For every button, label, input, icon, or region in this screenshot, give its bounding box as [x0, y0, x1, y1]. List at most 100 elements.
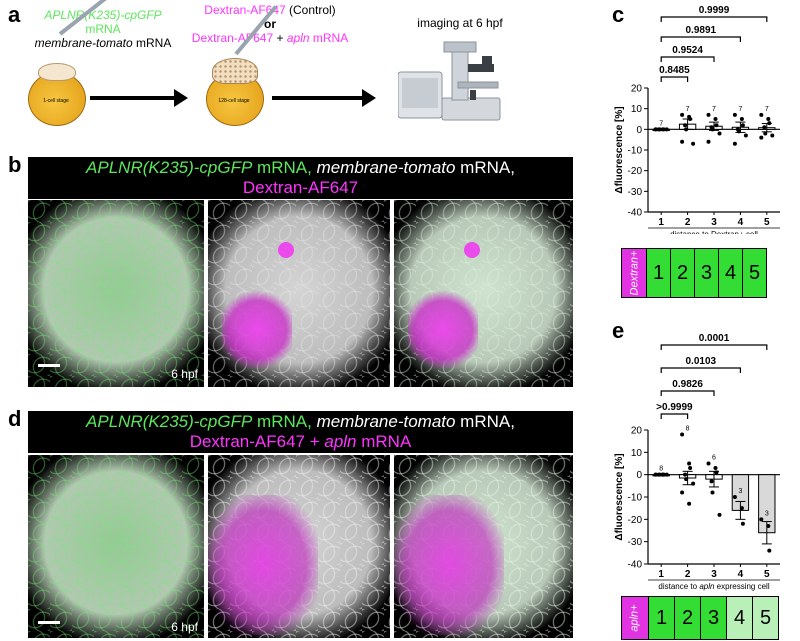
key-e-cell-label: 4 — [733, 606, 746, 629]
n-label: 7 — [738, 106, 742, 113]
key-c-cell-label: 5 — [748, 261, 761, 284]
b-banner-green: APLNR(K235)-cpGFP — [86, 158, 253, 177]
p-value-label: 0.8485 — [659, 65, 690, 76]
p-value-label: 0.0001 — [699, 333, 730, 344]
data-point — [710, 490, 715, 495]
data-point — [743, 133, 748, 138]
panel-e-letter: e — [612, 318, 625, 343]
data-point — [717, 512, 722, 517]
inj-line1-a: Dextran-AF647 — [204, 3, 286, 17]
one-cell-blastodisc — [38, 63, 76, 81]
data-point — [657, 472, 662, 477]
data-point — [706, 461, 711, 466]
key-e-cell-label: 3 — [707, 606, 720, 629]
key-e-cell-2: 2 — [675, 597, 701, 639]
scale-bar — [38, 364, 60, 367]
p-value-label: 0.0103 — [686, 356, 717, 367]
key-e-cell-1: 1 — [649, 597, 675, 639]
arrow-1 — [90, 96, 176, 100]
y-axis-label: Δfluorescence [%] — [614, 453, 625, 540]
comparison-bracket — [660, 16, 768, 22]
p-value-label: 0.9999 — [699, 5, 730, 16]
n-label: 8 — [659, 466, 663, 473]
data-point — [664, 127, 669, 132]
data-point — [684, 477, 689, 482]
comparison-bracket — [660, 344, 768, 350]
data-point — [709, 479, 714, 484]
key-e-cell-label: 5 — [759, 606, 772, 629]
data-point — [759, 135, 764, 140]
data-point — [740, 123, 745, 128]
mrna-line1-italic: APLNR(K235)-cpGFP — [44, 8, 162, 22]
key-c-cell-label: 2 — [676, 261, 689, 284]
data-point — [691, 141, 696, 146]
x-tick-label: 2 — [685, 569, 691, 580]
data-point — [683, 123, 688, 128]
data-point — [713, 465, 718, 470]
comparison-bracket — [660, 76, 689, 82]
key-c-origin: Dextran+ — [622, 249, 647, 297]
x-tick-label: 4 — [738, 217, 744, 228]
n-label: 6 — [712, 455, 716, 462]
panel-b-letter: b — [8, 152, 22, 177]
panel-b-gray-magenta-image — [208, 200, 390, 387]
data-point — [684, 127, 689, 132]
y-tick-label: -30 — [628, 537, 643, 548]
time-label: 6 hpf — [171, 620, 198, 634]
comparison-bracket — [660, 367, 741, 373]
data-point — [687, 461, 692, 466]
arrow-2 — [272, 96, 364, 100]
data-point — [762, 125, 767, 130]
data-point — [766, 524, 771, 529]
x-tick-label: 4 — [738, 569, 744, 580]
x-tick-label: 2 — [685, 217, 691, 228]
data-point — [759, 517, 764, 522]
key-c-cell-3: 3 — [695, 249, 719, 297]
data-point — [710, 127, 715, 132]
comparison-bracket — [660, 413, 689, 419]
data-point — [732, 495, 737, 499]
data-point — [660, 472, 665, 477]
data-point — [680, 432, 685, 437]
microscope-icon — [397, 38, 506, 128]
d-banner-italic2: membrane-tomato — [316, 412, 456, 431]
y-tick-label: 20 — [631, 84, 643, 95]
d-banner-line2-italic: apln — [324, 432, 357, 451]
multi-cell-blastoderm — [212, 58, 258, 84]
y-tick-label: -20 — [628, 515, 643, 526]
inj-line3-italic: apln — [286, 31, 310, 45]
d-banner-green: APLNR(K235)-cpGFP — [86, 412, 253, 431]
data-point — [691, 481, 696, 486]
b-banner-italic2: membrane-tomato — [316, 158, 456, 177]
data-point — [661, 127, 666, 132]
inj-or: or — [264, 17, 276, 31]
data-point — [739, 117, 744, 121]
comparison-bracket — [660, 56, 715, 62]
data-point — [736, 129, 741, 134]
key-e-origin-label: apln+ — [629, 604, 642, 632]
data-point — [657, 127, 662, 132]
panel-d-green-image: 6 hpf — [28, 455, 204, 638]
data-point — [732, 112, 737, 117]
panel-c-distance-key: Dextran+ 1 2 3 4 5 — [621, 248, 767, 298]
key-c-cell-label: 3 — [700, 261, 713, 284]
d-banner-line2a: Dextran-AF647 + — [189, 432, 325, 451]
n-label: 7 — [712, 106, 716, 113]
data-point — [767, 548, 772, 553]
x-tick-label: 5 — [764, 569, 770, 580]
data-point — [717, 131, 722, 136]
x-tick-label: 5 — [764, 217, 770, 228]
panel-d-banner: APLNR(K235)-cpGFP mRNA, membrane-tomato … — [28, 411, 573, 453]
n-label: 7 — [765, 106, 769, 113]
y-axis-label: Δfluorescence [%] — [614, 106, 625, 193]
key-e-cell-3: 3 — [701, 597, 727, 639]
comparison-bracket — [660, 390, 715, 396]
data-point — [714, 123, 719, 128]
data-point — [680, 139, 685, 144]
y-tick-label: -30 — [628, 187, 643, 198]
b-banner-line2: Dextran-AF647 — [242, 178, 359, 197]
x-tick-label: 3 — [711, 217, 717, 228]
p-value-label: 0.9826 — [672, 379, 703, 390]
panel-d-merge-image — [394, 455, 573, 638]
data-point — [739, 506, 744, 511]
